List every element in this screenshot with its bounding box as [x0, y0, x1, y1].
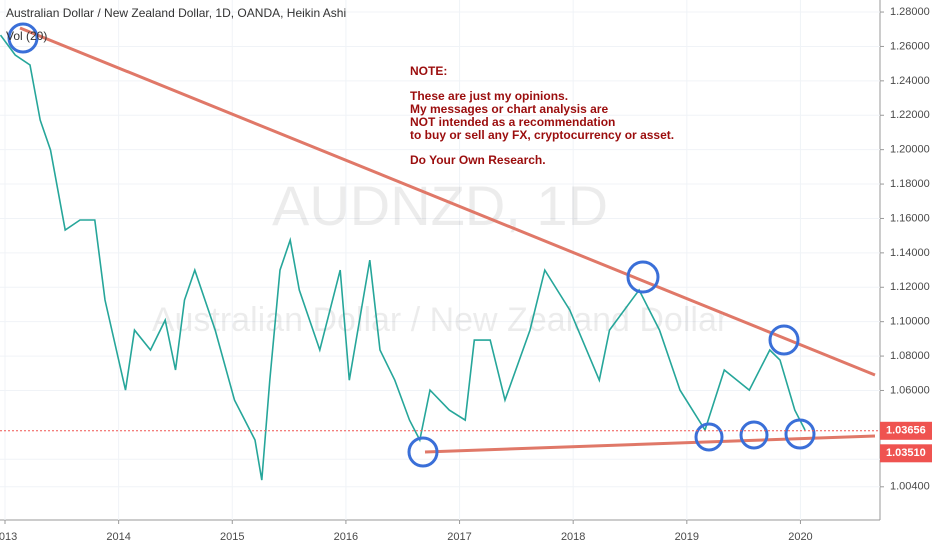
y-tick-label: 1.00400 [890, 481, 930, 493]
volume-label: Vol (20) [6, 29, 47, 43]
y-tick-label: 1.26000 [890, 40, 930, 52]
y-tick-label: 1.14000 [890, 247, 930, 259]
x-tick-label: 2016 [334, 531, 358, 543]
y-tick-label: 1.16000 [890, 212, 930, 224]
x-tick-label: 2013 [0, 531, 17, 543]
y-tick-label: 1.28000 [890, 6, 930, 18]
circle [694, 422, 724, 452]
y-tick-label: 1.20000 [890, 144, 930, 156]
circle [768, 324, 800, 356]
circle [739, 420, 769, 450]
highlight-circles [7, 22, 816, 468]
y-tick-label: 1.24000 [890, 75, 930, 87]
note-line: to buy or sell any FX, cryptocurrency or… [410, 128, 674, 142]
note-line: NOTE: [410, 64, 447, 78]
x-tick-label: 2015 [220, 531, 244, 543]
price-label: 1.03510 [886, 447, 926, 459]
circle [407, 436, 439, 468]
circle [7, 22, 39, 54]
note-line: These are just my opinions. [410, 89, 568, 103]
x-tick-label: 2020 [788, 531, 812, 543]
chart-title: Australian Dollar / New Zealand Dollar, … [6, 6, 346, 20]
note-line: NOT intended as a recommendation [410, 115, 615, 129]
y-tick-label: 1.08000 [890, 350, 930, 362]
y-tick-label: 1.22000 [890, 109, 930, 121]
grid [0, 0, 880, 520]
circle [626, 260, 660, 294]
note-line: Do Your Own Research. [410, 153, 546, 167]
y-tick-label: 1.10000 [890, 316, 930, 328]
trend-line [19, 26, 876, 377]
watermark: AUDNZD, 1D [272, 174, 608, 237]
x-tick-label: 2017 [447, 531, 471, 543]
watermark-sub: Australian Dollar / New Zealand Dollar [152, 301, 728, 339]
price-label: 1.03656 [886, 425, 926, 437]
price-label-box [880, 444, 932, 463]
note: NOTE: These are just my opinions.My messa… [410, 64, 674, 167]
trend-line [424, 434, 876, 454]
x-tick-label: 2019 [675, 531, 699, 543]
price-label-box [880, 421, 932, 440]
x-tick-label: 2018 [561, 531, 585, 543]
circle [784, 418, 816, 450]
plot [0, 34, 806, 481]
y-tick-label: 1.06000 [890, 384, 930, 396]
note-line: My messages or chart analysis are [410, 102, 608, 116]
x-tick-label: 2014 [106, 531, 130, 543]
y-tick-label: 1.12000 [890, 281, 930, 293]
price-line [0, 34, 806, 481]
y-tick-label: 1.18000 [890, 178, 930, 190]
